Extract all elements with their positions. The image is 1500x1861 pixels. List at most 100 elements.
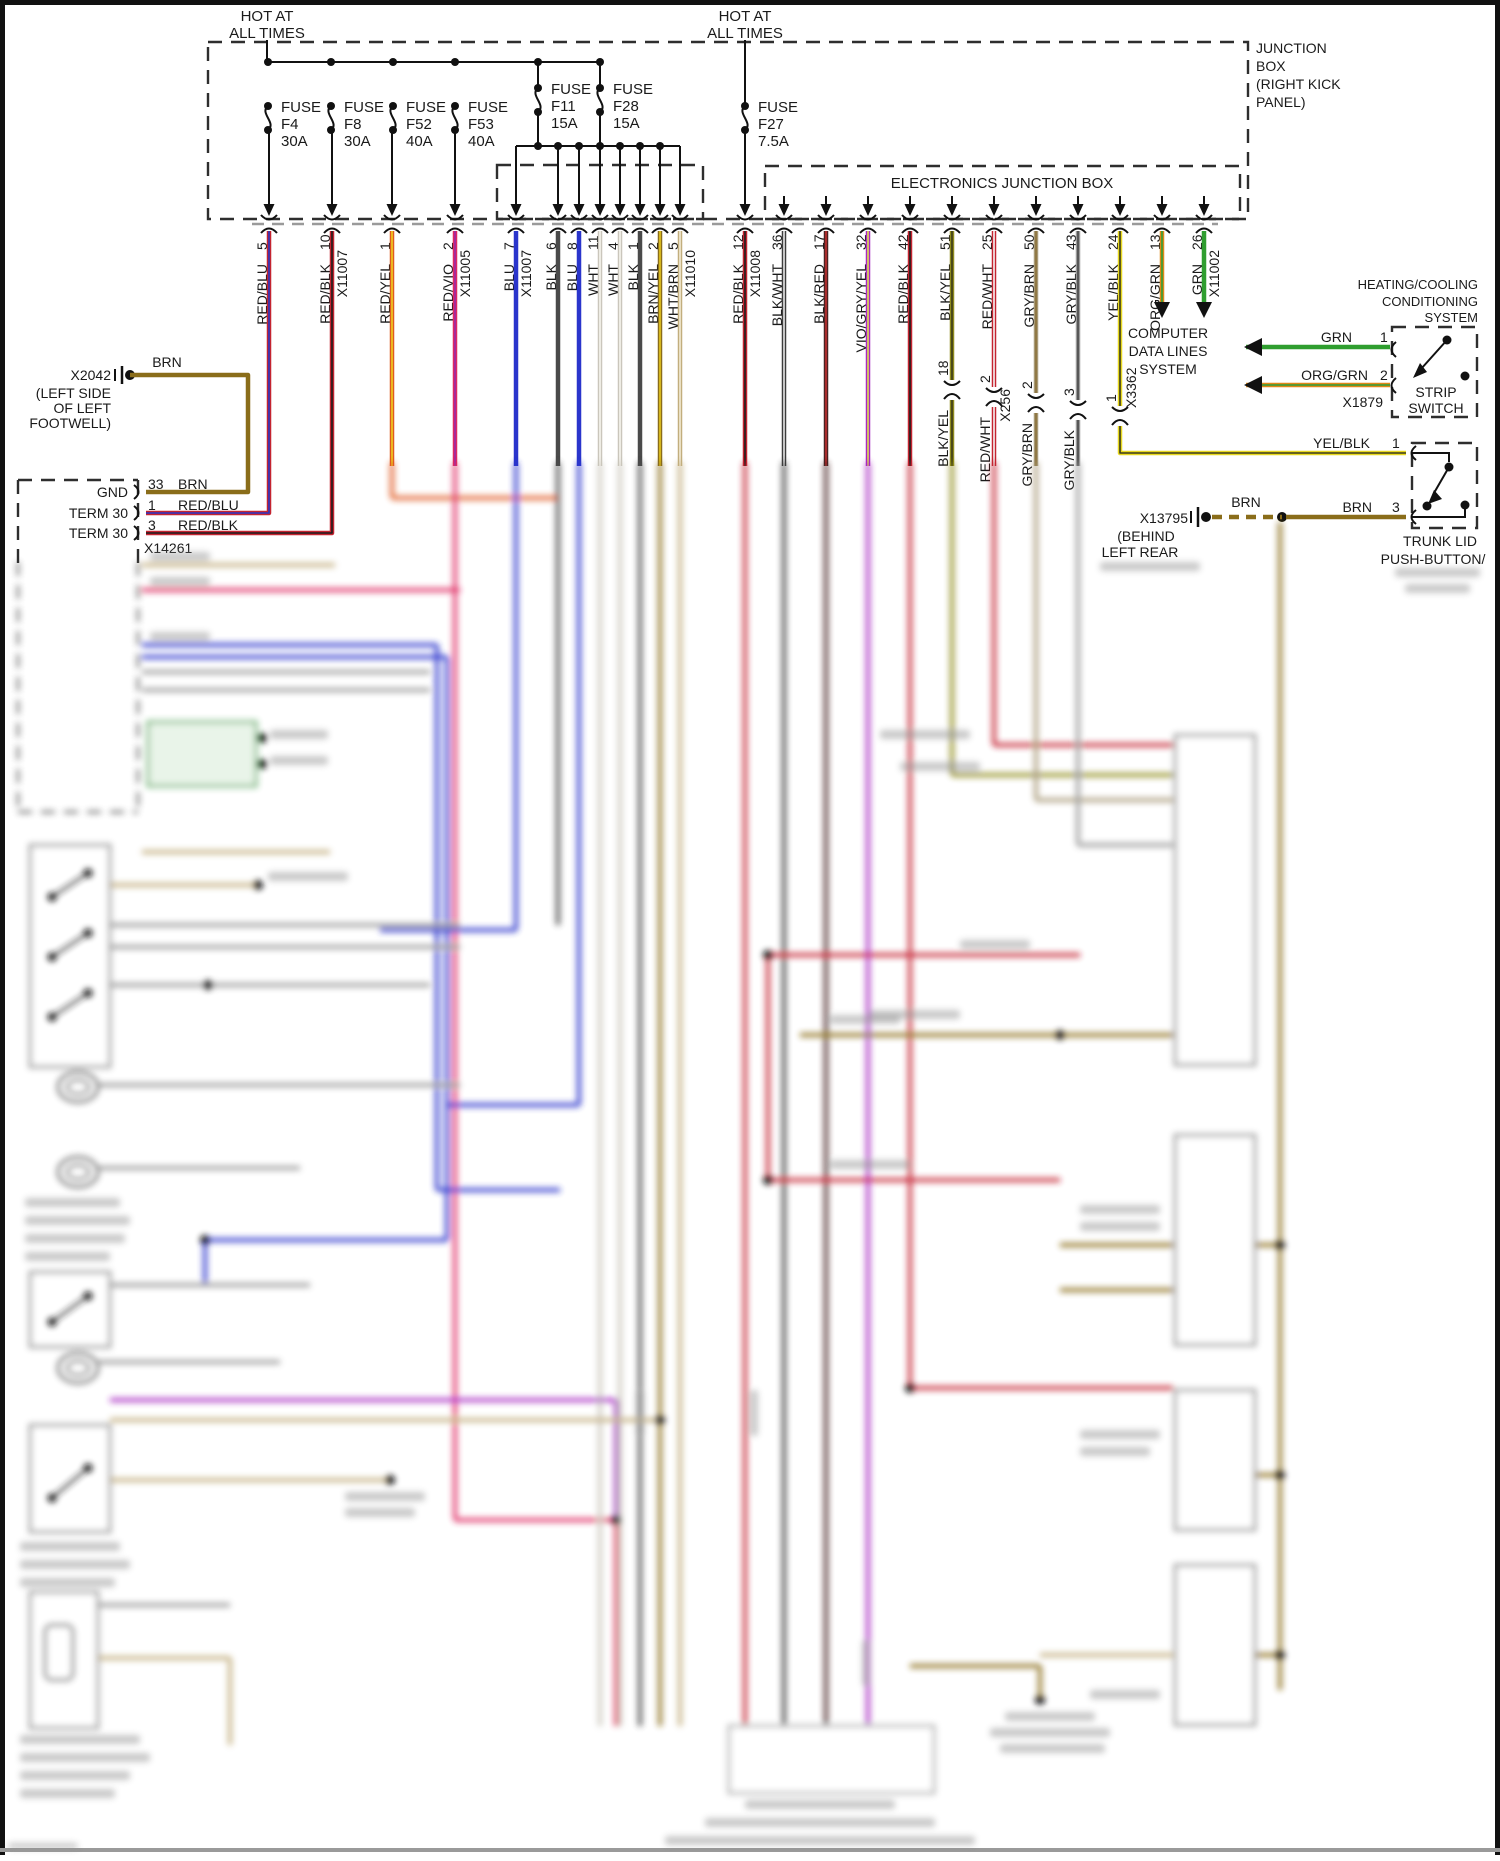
inline-connector: 2 GRY/BRN xyxy=(1019,381,1045,487)
switch-arrow xyxy=(1413,363,1427,378)
hot2-line1: HOT AT xyxy=(719,8,772,25)
wire-label: GRY/BLK xyxy=(1063,263,1079,324)
wire-label: 1 xyxy=(625,242,641,250)
location-label: OF LEFT xyxy=(53,400,111,416)
brn-wire-label: BRN xyxy=(152,354,182,370)
connector-arc xyxy=(671,214,689,221)
wire-column: 2 BRN/YEL xyxy=(645,146,669,466)
hot1-line2: ALL TIMES xyxy=(229,25,305,42)
heating-label: CONDITIONING xyxy=(1382,294,1478,309)
pin-number: 1 xyxy=(1380,329,1388,345)
wire-label: GRN xyxy=(1189,264,1205,295)
arrowhead-icon xyxy=(552,204,564,216)
connector-arc xyxy=(323,227,341,234)
heating-label: HEATING/COOLING xyxy=(1358,277,1478,292)
connector-arc xyxy=(1069,227,1087,234)
pin-number: 1 xyxy=(1392,435,1400,451)
connector-arc xyxy=(323,214,341,221)
blurred-component-box xyxy=(1173,733,1257,1067)
wire-RED-BLK xyxy=(146,231,335,536)
wire-label: 50 xyxy=(1021,234,1037,250)
fuse-curve xyxy=(534,87,542,113)
blurred-component-box xyxy=(1173,1388,1257,1532)
blurred-text xyxy=(150,552,210,561)
connector-arc xyxy=(631,227,649,234)
connector-arc xyxy=(901,227,919,234)
switch-arrow xyxy=(1428,490,1442,504)
connector-arc xyxy=(1069,413,1087,420)
wire-label: BLK/YEL xyxy=(937,264,953,321)
fuse-amps: 40A xyxy=(406,133,433,150)
strip-switch-outline xyxy=(1390,325,1479,419)
junction-dot xyxy=(763,1175,773,1185)
blurred-text xyxy=(745,1800,895,1809)
trunk-label: TRUNK LID xyxy=(1403,533,1477,549)
blurred-lock-cylinder xyxy=(43,1623,75,1682)
fuse-amps: 15A xyxy=(613,115,640,132)
location-label: LEFT REAR xyxy=(1102,544,1179,560)
blurred-switch xyxy=(51,931,89,959)
wire-label: 42 xyxy=(895,234,911,250)
blurred-text xyxy=(1395,568,1480,577)
connector-arc xyxy=(260,214,278,221)
heating-cooling-system: HEATING/COOLING CONDITIONING SYSTEM STRI… xyxy=(1301,277,1479,419)
blurred-component-box xyxy=(28,843,112,1069)
wire-label: RED/WHT xyxy=(977,417,993,483)
pin-number: 1 xyxy=(148,497,156,513)
blurred-text xyxy=(25,1252,110,1261)
junction-dot xyxy=(83,988,93,998)
wire-label: 2 xyxy=(440,242,456,250)
fuse-id: F52 xyxy=(406,116,432,133)
connector-arc xyxy=(1111,227,1129,234)
wire-label: 25 xyxy=(979,234,995,250)
pin-arc xyxy=(133,525,140,541)
blurred-component-box xyxy=(1173,1563,1257,1727)
junction-box-label: PANEL) xyxy=(1256,94,1306,110)
junction-dot xyxy=(1055,1030,1065,1040)
blurred-motor xyxy=(66,1079,90,1095)
junction-dot xyxy=(596,58,604,66)
wire-label: 5 xyxy=(254,242,270,250)
wire-stripe xyxy=(1119,426,1406,454)
switch-wire xyxy=(1412,452,1450,462)
connector-arc xyxy=(651,227,669,234)
hot1-line1: HOT AT xyxy=(241,8,294,25)
connector-arc xyxy=(1153,214,1171,221)
hot-at-all-times-1: HOT AT ALL TIMES xyxy=(229,8,305,42)
connector-arc xyxy=(591,214,609,221)
arrowhead-icon xyxy=(654,204,666,216)
blurred-switch xyxy=(51,991,89,1019)
wire-column: 43 GRY/BLK xyxy=(1063,196,1087,466)
junction-dot xyxy=(83,868,93,878)
fuse-id: F4 xyxy=(281,116,299,133)
wire-label: 6 xyxy=(543,242,559,250)
arrowhead-icon xyxy=(1154,302,1170,318)
wire-label: X11007 xyxy=(334,250,350,297)
blurred-text xyxy=(8,1843,78,1849)
connector-arc xyxy=(611,214,629,221)
wire-label: 11 xyxy=(585,235,601,250)
wire-label: 17 xyxy=(811,234,827,250)
wire-column: 2 RED/VIO X11005 xyxy=(440,130,473,466)
wire-label: 24 xyxy=(1105,234,1121,250)
generated-sharp: FUSEF430AFUSEF830AFUSEF5240AFUSEF5340AFU… xyxy=(130,40,1406,536)
arrowhead-icon xyxy=(820,204,832,216)
x2042-ground: X2042 (LEFT SIDE OF LEFT FOOTWELL) BRN xyxy=(29,354,181,431)
connector-arc xyxy=(943,227,961,234)
blurred-text xyxy=(345,1508,415,1517)
connector-arc xyxy=(775,227,793,234)
wire-label: X11002 xyxy=(1206,250,1222,297)
fuse-curve xyxy=(596,87,604,113)
wire-label: RED/VIO xyxy=(440,264,456,322)
blurred-green-connector xyxy=(146,720,258,788)
pin-arc xyxy=(1410,445,1417,461)
wire-label: BRN/YEL xyxy=(645,264,661,324)
wire-name: RED/BLU xyxy=(178,497,239,513)
connector-arc xyxy=(1069,400,1087,406)
fuse-word: FUSE xyxy=(613,81,653,98)
wire-column: 25 RED/WHT xyxy=(979,196,1003,466)
wire-column: 1 RED/YEL xyxy=(377,130,401,466)
blurred-text xyxy=(705,1818,935,1827)
